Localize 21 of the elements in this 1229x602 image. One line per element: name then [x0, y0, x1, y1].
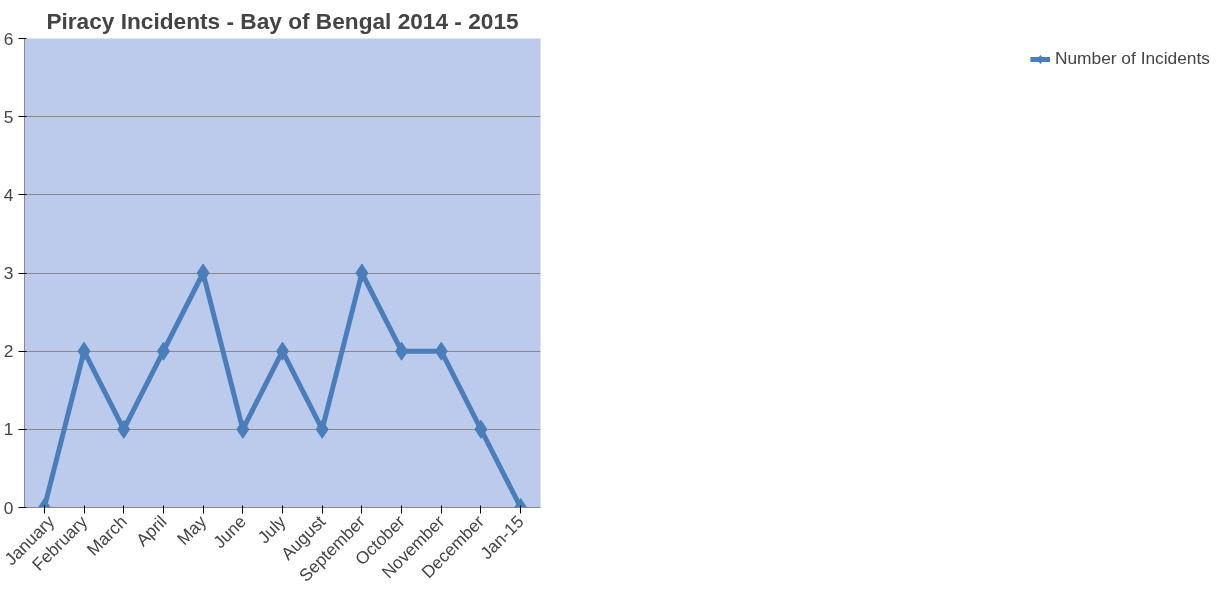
point: [196, 263, 210, 283]
chart-title: Piracy Incidents - Bay of Bengal 2014 - 2015: [46, 7, 519, 34]
y-tick-label: 5: [3, 106, 14, 127]
x-tick-label: May: [172, 511, 211, 549]
point: [156, 341, 170, 361]
point: [434, 341, 448, 361]
y-tick-label: 6: [3, 28, 14, 49]
y-tick-label: 0: [3, 497, 14, 518]
y-tick-label: 2: [3, 341, 14, 362]
point: [355, 263, 369, 283]
y-tick-label: 3: [3, 263, 14, 283]
point: [117, 419, 131, 439]
point: [315, 419, 329, 439]
legend-label: Number of Incidents: [1054, 48, 1210, 69]
point: [395, 341, 409, 361]
point: [77, 341, 91, 361]
y-tick-label: 4: [3, 184, 14, 205]
x-tick-label: July: [253, 511, 290, 548]
y-tick-label: 1: [3, 419, 14, 440]
point: [474, 419, 488, 439]
point: [236, 419, 250, 439]
